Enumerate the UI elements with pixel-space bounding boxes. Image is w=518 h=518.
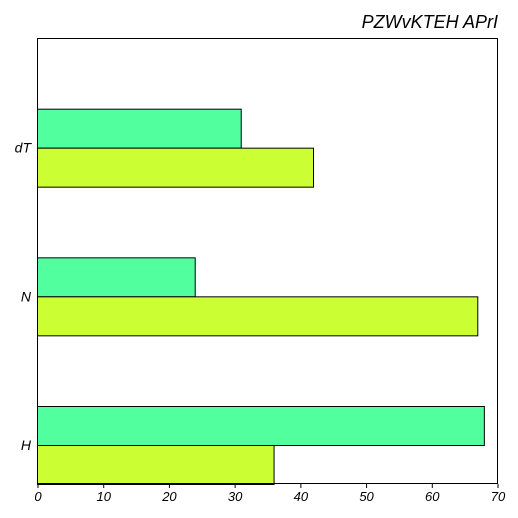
x-tick-label-10: 10 [96, 489, 111, 504]
x-tick-label-20: 20 [161, 489, 177, 504]
plot-frame [37, 38, 498, 484]
x-tick-label-60: 60 [425, 489, 440, 504]
x-tick-label-50: 50 [359, 489, 374, 504]
x-tick-label-70: 70 [491, 489, 506, 504]
bar-dT-series-2 [37, 147, 314, 188]
bar-H-series-1 [37, 406, 485, 446]
y-axis: dT N H [15, 140, 33, 453]
bars-group [37, 108, 485, 485]
bar-N-series-2 [37, 296, 479, 337]
x-tick-label-30: 30 [228, 489, 243, 504]
bar-dT-series-1 [37, 108, 242, 149]
x-axis: 0 10 20 30 40 50 60 70 [34, 484, 506, 504]
bar-H-series-2 [37, 445, 275, 485]
bar-N-series-1 [37, 257, 196, 298]
x-tick-label-0: 0 [34, 489, 42, 504]
x-tick-label-40: 40 [294, 489, 309, 504]
category-label-H: H [21, 437, 32, 453]
category-label-N: N [21, 288, 32, 304]
chart-title: PZWvKTEH APrI [362, 12, 498, 32]
category-label-dT: dT [15, 140, 33, 156]
